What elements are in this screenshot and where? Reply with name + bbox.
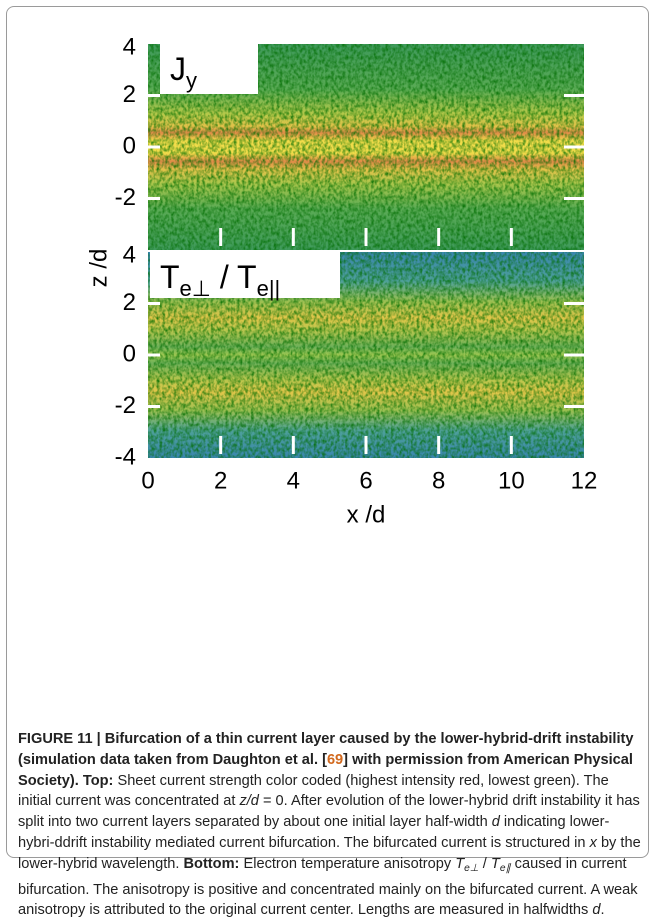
figure-caption: FIGURE 11 | Bifurcation of a thin curren… — [18, 729, 642, 921]
caption-text: = 0. After evolution of the lower-hybrid… — [18, 793, 640, 831]
caption-text: Sheet current strength color coded (high… — [18, 772, 609, 810]
panel-label-part: e|| — [257, 276, 281, 301]
caption-text: e∥ — [499, 862, 511, 874]
y-tick-label: 4 — [123, 241, 136, 268]
panel-label-box — [150, 252, 340, 298]
caption-text: e⊥ — [464, 862, 479, 874]
y-tick-label: 2 — [123, 81, 136, 108]
y-axis-label: z /d — [85, 249, 112, 288]
x-tick-label: 2 — [214, 467, 227, 494]
panel-label-box — [160, 44, 258, 94]
caption-text: Bottom: — [183, 855, 240, 872]
y-tick-label: -2 — [115, 392, 136, 419]
panel-label-part: y — [186, 68, 197, 93]
page: {"figure": { "xlim": [0, 12], "xticks": … — [6, 6, 649, 919]
panel-label-part: e⊥ — [180, 276, 211, 301]
x-tick-label: 0 — [141, 467, 154, 494]
y-tick-label: -4 — [115, 443, 136, 470]
x-tick-label: 6 — [359, 467, 372, 494]
caption-text: T — [490, 855, 500, 872]
caption-text: d — [491, 814, 500, 831]
x-tick-label: 12 — [571, 467, 598, 494]
x-tick-label: 10 — [498, 467, 525, 494]
panel-label: Te⊥ / Te|| — [160, 259, 280, 301]
figure-frame — [6, 6, 649, 858]
panel-label-part: T — [160, 259, 180, 295]
caption-text: . — [600, 902, 605, 919]
y-tick-label: 0 — [123, 340, 136, 367]
caption-text: Electron temperature anisotropy — [239, 855, 456, 872]
x-tick-label: 4 — [287, 467, 300, 494]
caption-text: T — [455, 855, 465, 872]
x-tick-label: 8 — [432, 467, 445, 494]
panel-label-part: / T — [211, 259, 257, 295]
y-tick-label: 4 — [123, 33, 136, 60]
caption-text: d — [592, 902, 601, 919]
caption-text: FIGURE 11 | Bifurcation of a thin curren… — [18, 731, 634, 768]
y-tick-label: 0 — [123, 132, 136, 159]
y-tick-label: 2 — [123, 289, 136, 316]
caption-text: ] with permission from American Physical… — [18, 751, 633, 789]
panel-label-part: J — [170, 51, 186, 87]
caption-text: indicating lower-hybri-ddrift instabilit… — [18, 814, 610, 851]
y-tick-label: -2 — [115, 184, 136, 211]
panel-label: Jy — [170, 51, 197, 93]
x-axis-label: x /d — [347, 501, 386, 528]
caption-text: x — [589, 834, 597, 851]
caption-text[interactable]: 69 — [326, 751, 344, 768]
caption-text: z/d — [239, 793, 259, 810]
caption-text: / — [478, 855, 491, 872]
